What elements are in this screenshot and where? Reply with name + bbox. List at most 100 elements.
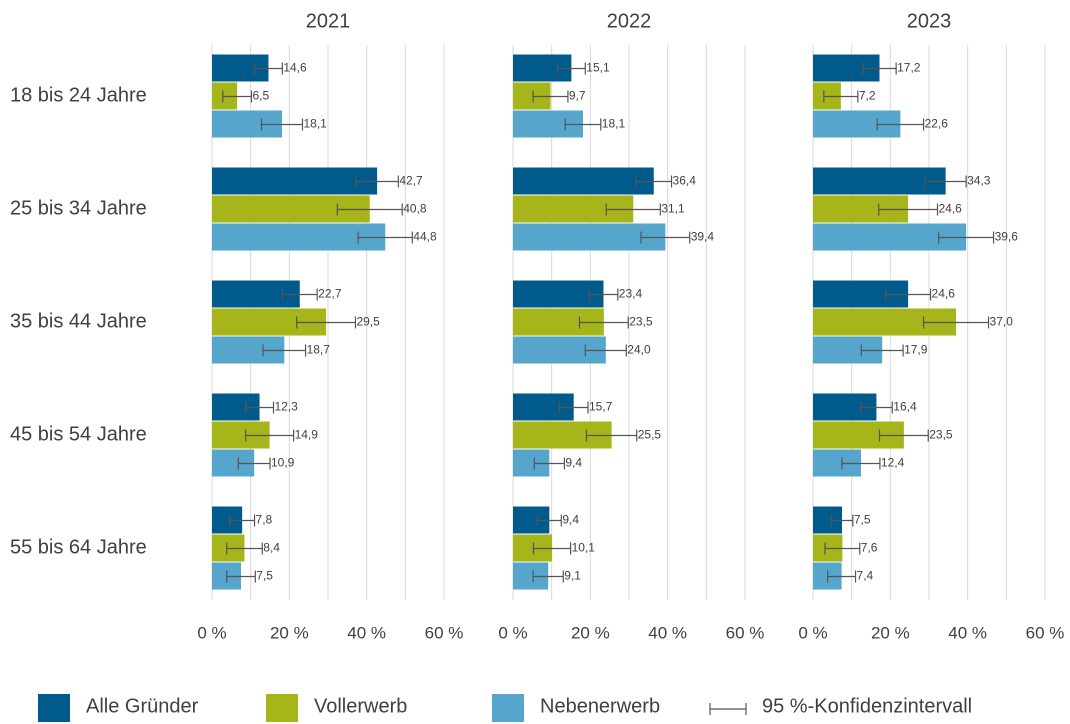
value-label: 25,5: [638, 428, 662, 442]
error-bar: [281, 288, 318, 301]
error-bar: [578, 316, 629, 329]
x-tick-label: 20 %: [270, 623, 309, 642]
value-label: 17,9: [904, 343, 928, 357]
value-label: 18,7: [307, 343, 331, 357]
error-bar: [922, 316, 990, 329]
error-bar: [640, 231, 691, 244]
error-bar: [859, 401, 893, 414]
panel-title: 2021: [306, 10, 351, 32]
x-tick-label: 40 %: [648, 623, 687, 642]
error-bar: [824, 542, 861, 555]
value-label: 18,1: [602, 117, 626, 131]
x-tick-label: 60 %: [425, 623, 464, 642]
value-label: 34,3: [967, 174, 991, 188]
error-bar: [558, 401, 589, 414]
x-tick-label: 60 %: [726, 623, 765, 642]
value-label: 23,5: [629, 315, 653, 329]
error-bar: [556, 62, 586, 75]
error-bar: [605, 203, 661, 216]
bar: [212, 167, 378, 195]
error-bar: [253, 62, 283, 75]
panel-title: 2023: [907, 10, 952, 32]
value-label: 9,7: [569, 89, 586, 103]
error-bar: [226, 542, 263, 555]
value-label: 22,7: [318, 287, 342, 301]
value-label: 37,0: [990, 315, 1014, 329]
legend-label: Vollerwerb: [314, 695, 407, 717]
legend-swatch: [38, 694, 70, 722]
value-label: 6,5: [252, 89, 269, 103]
value-label: 10,9: [271, 456, 295, 470]
value-label: 44,8: [413, 230, 437, 244]
error-bar: [355, 175, 399, 188]
value-label: 17,2: [897, 61, 921, 75]
legend-label: Alle Gründer: [86, 695, 199, 717]
error-bar: [245, 401, 275, 414]
bar: [513, 280, 604, 308]
bar: [813, 167, 946, 195]
value-label: 7,6: [861, 541, 878, 555]
value-label: 22,6: [925, 117, 949, 131]
value-label: 29,5: [356, 315, 380, 329]
x-tick-label: 40 %: [347, 623, 386, 642]
value-label: 9,4: [562, 513, 579, 527]
legend-swatch: [492, 694, 524, 722]
x-tick-label: 60 %: [1026, 623, 1065, 642]
error-bar: [245, 429, 295, 442]
error-bar: [536, 514, 562, 527]
value-label: 18,1: [303, 117, 327, 131]
error-bar: [262, 344, 307, 357]
bar: [212, 223, 386, 251]
error-bar: [296, 316, 357, 329]
value-label: 14,6: [283, 61, 307, 75]
value-label: 14,9: [295, 428, 319, 442]
error-bar: [841, 457, 881, 470]
error-bar: [860, 344, 904, 357]
value-label: 7,5: [854, 513, 871, 527]
value-label: 31,1: [661, 202, 685, 216]
x-tick-label: 0 %: [197, 623, 226, 642]
error-bar: [830, 514, 854, 527]
error-bar: [532, 542, 572, 555]
error-bar: [876, 118, 925, 131]
value-label: 10,1: [572, 541, 596, 555]
value-label: 36,4: [673, 174, 697, 188]
category-label: 55 bis 64 Jahre: [10, 536, 147, 558]
error-bar: [357, 231, 413, 244]
value-label: 12,3: [274, 400, 298, 414]
error-bar: [584, 344, 627, 357]
x-tick-label: 40 %: [948, 623, 987, 642]
error-bar: [585, 429, 638, 442]
value-label: 15,1: [586, 61, 610, 75]
error-bar: [823, 90, 859, 103]
value-label: 40,8: [403, 202, 427, 216]
category-label: 18 bis 24 Jahre: [10, 84, 147, 106]
x-tick-label: 20 %: [571, 623, 610, 642]
error-bar: [827, 570, 857, 583]
category-label: 25 bis 34 Jahre: [10, 197, 147, 219]
bar: [513, 167, 654, 195]
value-label: 39,4: [691, 230, 715, 244]
error-bar: [226, 570, 256, 583]
error-bar: [878, 429, 929, 442]
error-bar: [878, 203, 939, 216]
error-bar: [885, 288, 932, 301]
error-bar: [222, 90, 253, 103]
value-label: 24,0: [627, 343, 651, 357]
legend-label: 95 %-Konfidenzintervall: [762, 695, 972, 717]
category-label: 45 bis 54 Jahre: [10, 423, 147, 445]
bar: [513, 223, 666, 251]
value-label: 7,2: [859, 89, 876, 103]
error-bar: [564, 118, 602, 131]
value-label: 24,6: [932, 287, 956, 301]
category-label: 35 bis 44 Jahre: [10, 310, 147, 332]
value-label: 7,5: [256, 569, 273, 583]
error-bar: [260, 118, 304, 131]
error-bar: [237, 457, 271, 470]
value-label: 39,6: [995, 230, 1019, 244]
error-bar: [635, 175, 673, 188]
error-bar: [229, 514, 256, 527]
legend-label: Nebenerwerb: [540, 695, 660, 717]
x-tick-label: 0 %: [798, 623, 827, 642]
